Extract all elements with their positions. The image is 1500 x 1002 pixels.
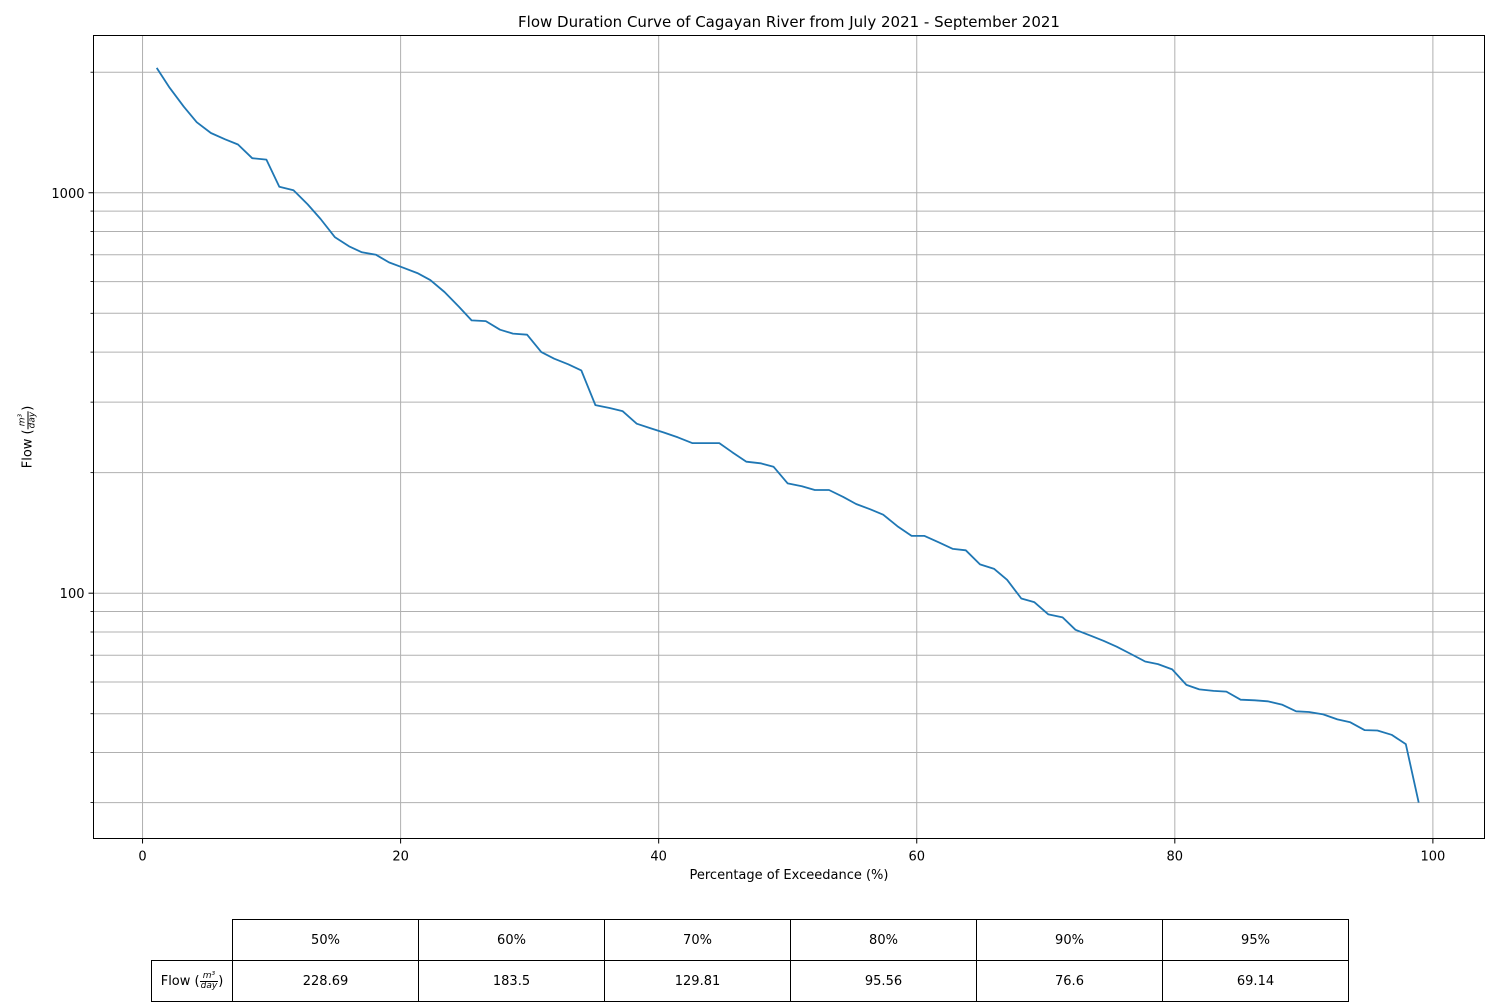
grid-lines [93,35,1485,839]
table-header-cell: 95% [1162,919,1349,961]
table-header-row: 50% 60% 70% 80% 90% 95% [151,919,1349,961]
y-tick-label: 100 [60,587,85,602]
table-header-cell: 70% [604,919,791,961]
table-row: Flow (m³ day) 228.69 183.5 129.81 95.56 7… [151,960,1349,1002]
table-unit-denominator: day [200,980,218,991]
table-value-cell: 129.81 [604,960,791,1002]
table-value-cell: 228.69 [232,960,419,1002]
chart-title: Flow Duration Curve of Cagayan River fro… [518,13,1060,31]
y-axis-unit-denominator: day [27,411,38,429]
exceedance-table: 50% 60% 70% 80% 90% 95% Flow (m³ day) 228… [151,919,1349,1002]
axis-ticks: 0 20 40 60 80 100 100 1000 [51,71,1445,865]
y-axis-label-text: Flow [20,438,36,469]
y-tick-label: 1000 [51,187,84,202]
x-tick-label: 100 [1420,850,1445,865]
x-tick-label: 0 [138,850,146,865]
table-row-label-text: Flow [160,973,191,989]
table-header-cell: 80% [790,919,977,961]
table-header-cell: 90% [976,919,1163,961]
table-value-cell: 76.6 [976,960,1163,1002]
x-tick-label: 60 [908,850,925,865]
flow-duration-line [155,67,1420,803]
table-corner-cell [151,919,233,961]
table-unit-numerator: m³ [199,971,219,982]
table-value-cell: 183.5 [418,960,605,1002]
plot-frame [93,35,1485,839]
table-value-cell: 95.56 [790,960,977,1002]
table-value-cell: 69.14 [1162,960,1349,1002]
table-row-label: Flow (m³ day) [151,960,233,1002]
x-tick-label: 40 [650,850,667,865]
table-header-cell: 60% [418,919,605,961]
table-header-cell: 50% [232,919,419,961]
table-row-unit: m³ day [199,971,219,991]
x-axis-label: Percentage of Exceedance (%) [690,868,889,883]
x-tick-label: 80 [1167,850,1184,865]
x-tick-label: 20 [392,850,409,865]
y-axis-unit: m³ day [18,410,38,430]
y-axis-label: Flow (m³ day) [17,405,38,469]
series-layer [155,67,1420,803]
